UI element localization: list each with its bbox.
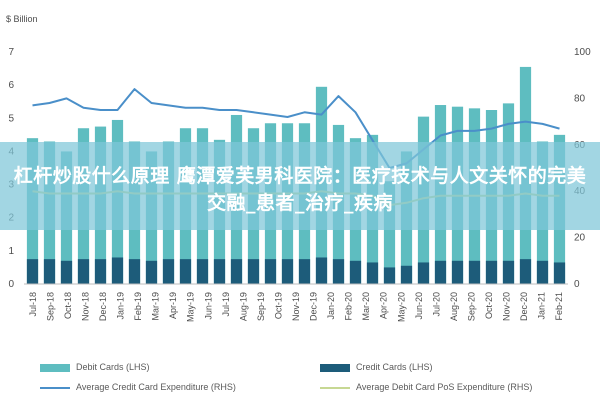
bar-credit-cards: [298, 259, 311, 284]
legend-label-avg-debit-pos-spend: Average Debit Card PoS Expenditure (RHS): [356, 382, 533, 392]
bar-credit-cards: [60, 260, 73, 284]
legend-label-credit-cards: Credit Cards (LHS): [356, 362, 433, 372]
legend-label-debit-cards: Debit Cards (LHS): [76, 362, 150, 372]
bar-credit-cards: [485, 260, 498, 284]
x-axis-tick-label: Dec-20: [519, 292, 529, 321]
legend-swatch-debit-cards: [40, 363, 70, 372]
x-axis-tick-label: Jun-19: [203, 292, 213, 320]
bar-credit-cards: [264, 259, 277, 284]
legend-swatch-avg-credit-spend: [40, 386, 70, 389]
left-axis-tick-label: 1: [8, 246, 14, 257]
x-axis-tick-label: Sep-20: [467, 292, 477, 321]
x-axis-tick-label: Jul-18: [28, 292, 38, 317]
x-axis-tick-label: Jan-21: [537, 292, 547, 320]
bar-credit-cards: [468, 260, 481, 284]
bar-credit-cards: [26, 259, 39, 284]
x-axis-tick-label: May-19: [186, 292, 196, 322]
legend-item-avg-debit-pos-spend: Average Debit Card PoS Expenditure (RHS): [320, 380, 532, 394]
bar-credit-cards: [434, 260, 447, 284]
x-axis-tick-label: Jul-19: [221, 292, 231, 317]
bar-credit-cards: [230, 259, 243, 284]
legend-swatch-avg-debit-pos-spend: [320, 386, 350, 389]
bar-credit-cards: [77, 259, 90, 284]
bar-debit-cards: [383, 181, 396, 284]
banner-overlay: [0, 142, 600, 230]
bar-credit-cards: [383, 267, 396, 284]
x-axis-tick-label: Sep-19: [256, 292, 266, 321]
x-axis-tick-label: Mar-20: [361, 292, 371, 321]
x-axis-tick-label: Jul-20: [431, 292, 441, 317]
bar-credit-cards: [315, 257, 328, 284]
x-axis-tick-label: Apr-19: [168, 292, 178, 319]
left-axis-tick-label: 0: [8, 279, 14, 290]
legend-swatch-credit-cards: [320, 363, 350, 372]
x-axis-tick-label: Jan-19: [116, 292, 126, 320]
bar-credit-cards: [332, 259, 345, 284]
bar-credit-cards: [417, 262, 430, 284]
x-axis-tick-label: May-20: [396, 292, 406, 322]
left-axis-tick-label: 7: [8, 47, 14, 58]
x-axis-tick-label: Jan-20: [326, 292, 336, 320]
x-axis-tick-label: Feb-21: [554, 292, 564, 321]
x-axis-tick-label: Oct-19: [274, 292, 284, 319]
x-axis-ticks: Jul-18 Sep-18 Oct-18 Nov-18 Dec-18 Jan-19 Feb-…: [28, 292, 564, 322]
bar-credit-cards: [366, 262, 379, 284]
bar-credit-cards: [145, 260, 158, 284]
bar-credit-cards: [179, 259, 192, 284]
x-axis-tick-label: Nov-19: [291, 292, 301, 321]
bar-credit-cards: [43, 259, 56, 284]
bar-credit-cards: [553, 262, 566, 284]
right-axis-tick-label: 80: [574, 93, 586, 104]
bar-credit-cards: [400, 265, 413, 284]
x-axis-tick-label: Oct-20: [484, 292, 494, 319]
right-axis-tick-label: 100: [574, 47, 591, 58]
bar-credit-cards: [349, 260, 362, 284]
left-axis-tick-label: 6: [8, 80, 14, 91]
legend-item-debit-cards: Debit Cards (LHS): [40, 360, 150, 374]
legend-item-credit-cards: Credit Cards (LHS): [320, 360, 433, 374]
bar-credit-cards: [451, 260, 464, 284]
right-axis-tick-label: 20: [574, 233, 586, 244]
bar-credit-cards: [111, 257, 124, 284]
bar-credit-cards: [502, 260, 515, 284]
x-axis-tick-label: Nov-18: [80, 292, 90, 321]
x-axis-tick-label: Jun-20: [414, 292, 424, 320]
bar-credit-cards: [536, 260, 549, 284]
line-avg-credit-spend: [32, 88, 560, 169]
legend-item-avg-credit-spend: Average Credit Card Expenditure (RHS): [40, 380, 236, 394]
bar-credit-cards: [94, 259, 107, 284]
x-axis-tick-label: Mar-19: [151, 292, 161, 321]
x-axis-tick-label: Feb-19: [133, 292, 143, 321]
bar-credit-cards: [128, 259, 141, 284]
x-axis-tick-label: Oct-18: [63, 292, 73, 319]
right-axis-tick-label: 0: [574, 279, 580, 290]
left-axis-tick-label: 5: [8, 113, 14, 124]
x-axis-tick-label: Feb-20: [344, 292, 354, 321]
x-axis-tick-label: Nov-20: [502, 292, 512, 321]
x-axis-tick-label: Sep-18: [45, 292, 55, 321]
bar-credit-cards: [196, 259, 209, 284]
legend-label-avg-credit-spend: Average Credit Card Expenditure (RHS): [76, 382, 236, 392]
chart-legend: Debit Cards (LHS) Credit Cards (LHS) Ave…: [0, 356, 600, 400]
x-axis-tick-label: Aug-20: [449, 292, 459, 321]
x-axis-tick-label: Apr-20: [379, 292, 389, 319]
bar-credit-cards: [162, 259, 175, 284]
x-axis-tick-label: Dec-18: [98, 292, 108, 321]
bar-credit-cards: [519, 259, 532, 284]
bar-credit-cards: [247, 259, 260, 284]
left-axis-unit-label: $ Billion: [6, 14, 38, 24]
banner-text: 杠杆炒股什么原理 鹰潭爱芙男科医院：医疗技术与人文关怀的完美交融_患者_治疗_疾…: [13, 165, 587, 214]
bar-credit-cards: [213, 259, 226, 284]
bar-credit-cards: [281, 259, 294, 284]
x-axis-tick-label: Dec-19: [309, 292, 319, 321]
x-axis-tick-label: Aug-19: [238, 292, 248, 321]
